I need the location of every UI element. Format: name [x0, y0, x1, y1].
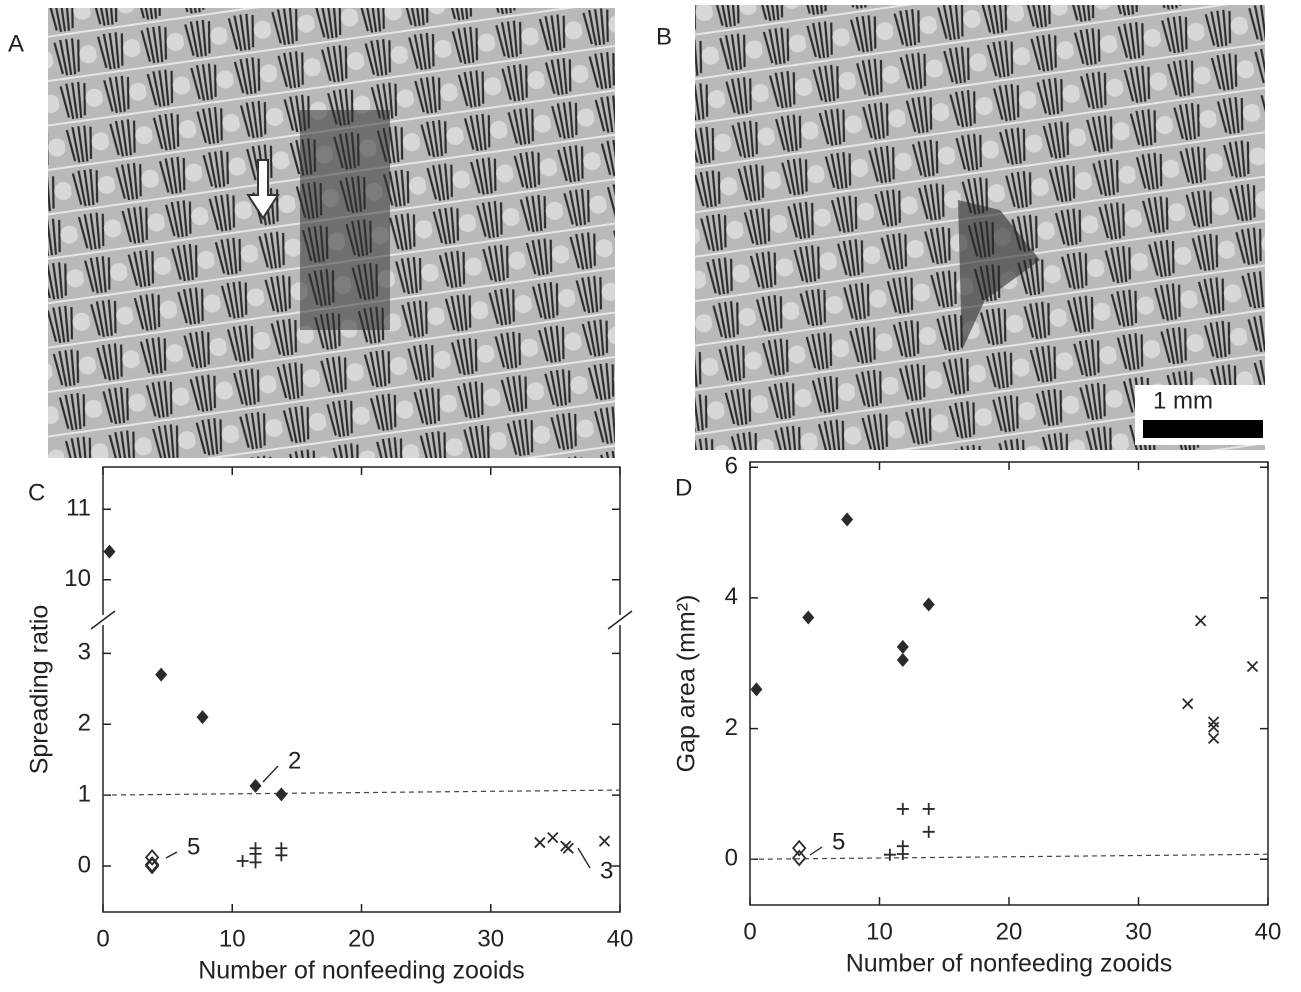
point [750, 682, 763, 697]
point [1207, 716, 1220, 728]
y-tick-label: 4 [725, 583, 738, 610]
y-tick-label: 1 [78, 780, 91, 807]
point [144, 856, 160, 873]
x-tick-label: 0 [96, 925, 109, 952]
point [792, 839, 807, 857]
point [144, 849, 160, 866]
leader-line [577, 847, 591, 869]
point [896, 652, 909, 667]
y-tick-label: 3 [78, 639, 91, 666]
chart: 0 10 20 30 40 0 1 2 3 10 11 2 5 3 C Number of nonfeedin… [26, 466, 634, 985]
x-tick-label: 40 [607, 925, 634, 952]
point [841, 512, 854, 527]
annotation: 2 [288, 747, 301, 774]
reference-line [102, 789, 621, 796]
photo-a-gap [300, 110, 390, 330]
y-axis-label: Gap area (mm²) [673, 595, 701, 773]
point [922, 825, 935, 838]
point [1207, 721, 1220, 733]
x-tick-label: 0 [743, 918, 756, 945]
y-tick-label: 0 [78, 851, 91, 878]
annotation: 5 [832, 828, 845, 855]
point [1207, 732, 1220, 745]
point [922, 597, 935, 612]
arrow [246, 159, 280, 220]
point [534, 836, 546, 849]
y-tick-label: 2 [78, 710, 91, 737]
x-tick-label: 10 [866, 918, 893, 945]
axis-break [607, 610, 633, 630]
scale-bar [1143, 420, 1263, 438]
axis-break [90, 610, 116, 630]
x-axis-label: Number of nonfeeding zooids [846, 950, 1173, 978]
chart: 0 10 20 30 40 0 2 4 6 5 D Number of nonfeeding zooi… [673, 453, 1282, 978]
y-tick-label: 0 [725, 845, 738, 872]
point [249, 778, 262, 793]
x-tick-label: 20 [996, 918, 1023, 945]
leader-line [809, 846, 823, 856]
y-tick-label: 10 [64, 565, 91, 592]
panel-label: B [656, 23, 672, 50]
x-tick-label: 40 [1255, 918, 1282, 945]
annotation: 5 [187, 833, 200, 860]
point [547, 831, 559, 844]
point [1182, 698, 1194, 710]
point [883, 848, 896, 861]
scale-label: 1 mm [1153, 387, 1213, 414]
point [103, 544, 116, 559]
point [896, 639, 909, 654]
point [275, 842, 288, 855]
panel-label: A [8, 30, 24, 57]
point [598, 835, 611, 847]
x-tick-label: 30 [1125, 918, 1152, 945]
point [144, 857, 160, 875]
point [275, 787, 288, 802]
photo-b-scar [958, 200, 1040, 350]
point [896, 802, 909, 815]
y-tick-label: 11 [66, 495, 91, 522]
x-tick-label: 10 [219, 925, 246, 952]
x-tick-label: 30 [477, 925, 504, 952]
panel-label: D [675, 474, 692, 501]
point [792, 849, 807, 867]
leader-line [262, 765, 279, 783]
panel-label: C [28, 479, 45, 506]
point [1246, 660, 1259, 673]
point [249, 842, 262, 855]
point [896, 840, 909, 853]
x-axis-label: Number of nonfeeding zooids [198, 957, 525, 985]
leader-line [165, 851, 178, 859]
point [155, 667, 168, 682]
y-tick-label: 6 [725, 453, 738, 480]
point [562, 842, 574, 854]
reference-line [749, 853, 1269, 860]
point [1195, 615, 1207, 627]
point [236, 854, 249, 867]
y-axis-label: Spreading ratio [26, 605, 54, 775]
point [802, 610, 815, 625]
y-tick-label: 2 [725, 714, 738, 741]
point [196, 710, 209, 725]
axis-frame [749, 461, 1269, 906]
point [922, 802, 935, 815]
x-tick-label: 20 [348, 925, 375, 952]
annotation: 3 [600, 857, 613, 884]
